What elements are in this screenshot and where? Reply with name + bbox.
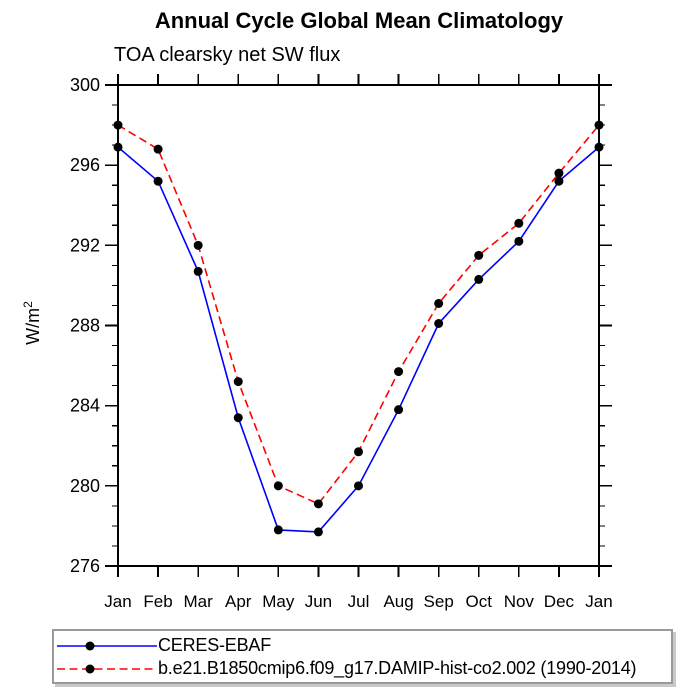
month-label: Mar [184, 592, 214, 611]
month-label: May [262, 592, 295, 611]
data-point-marker [554, 168, 564, 178]
data-point-marker [113, 120, 123, 130]
y-tick-label: 292 [70, 235, 100, 255]
month-label: Jan [585, 592, 612, 611]
blue-solid-line-marker-icon [57, 641, 157, 650]
data-point-marker [514, 236, 524, 246]
legend-box: CERES-EBAF b.e21.B1850cmip6.f09_g17.DAMI… [52, 629, 673, 684]
data-point-marker [554, 176, 564, 186]
data-point-marker [514, 218, 524, 228]
red-dashed-line-marker-icon [57, 664, 157, 673]
chart-title: Annual Cycle Global Mean Climatology [154, 8, 564, 33]
month-label: Dec [544, 592, 575, 611]
y-tick-label: 280 [70, 476, 100, 496]
data-point-marker [153, 176, 163, 186]
data-point-marker [273, 525, 283, 535]
series-line [117, 124, 600, 505]
data-point-marker [233, 377, 243, 387]
data-point-marker [193, 266, 203, 276]
y-tick-label: 288 [70, 316, 100, 336]
chart-subtitle: TOA clearsky net SW flux [114, 44, 341, 66]
data-point-marker [474, 250, 484, 260]
data-point-marker [394, 367, 404, 377]
data-point-marker [354, 481, 363, 491]
data-point-marker [153, 144, 163, 154]
month-label: Jan [104, 592, 131, 611]
data-point-marker [273, 481, 283, 491]
data-point-marker [594, 120, 604, 130]
data-point-marker [233, 413, 243, 423]
legend-item-ceres: CERES-EBAF [56, 634, 671, 657]
data-point-marker [313, 527, 323, 537]
y-tick-label: 300 [70, 75, 100, 95]
month-label: Oct [466, 592, 493, 611]
series-line [117, 146, 600, 533]
y-tick-label: 296 [70, 155, 100, 175]
month-label: Aug [383, 592, 413, 611]
y-tick-label: 284 [70, 396, 100, 416]
month-label: Jul [348, 592, 370, 611]
legend-label-model: b.e21.B1850cmip6.f09_g17.DAMIP-hist-co2.… [158, 658, 637, 678]
data-point-marker [394, 405, 404, 415]
data-point-marker [354, 447, 363, 457]
legend-item-model: b.e21.B1850cmip6.f09_g17.DAMIP-hist-co2.… [56, 657, 671, 680]
legend-sample-marker [85, 641, 95, 650]
data-point-marker [434, 318, 444, 328]
data-point-marker [434, 298, 444, 308]
legend-sample-marker [85, 664, 95, 673]
month-label: Feb [143, 592, 172, 611]
y-tick-label: 276 [70, 556, 100, 576]
data-point-marker [594, 142, 604, 152]
data-point-marker [313, 499, 323, 509]
month-label: Apr [225, 592, 252, 611]
legend-label-ceres: CERES-EBAF [158, 635, 272, 655]
axis-frame [117, 84, 600, 567]
month-label: Nov [504, 592, 535, 611]
data-point-marker [474, 274, 484, 284]
data-point-marker [193, 240, 203, 250]
month-label: Sep [424, 592, 454, 611]
month-label: Jun [305, 592, 332, 611]
data-point-marker [113, 142, 123, 152]
